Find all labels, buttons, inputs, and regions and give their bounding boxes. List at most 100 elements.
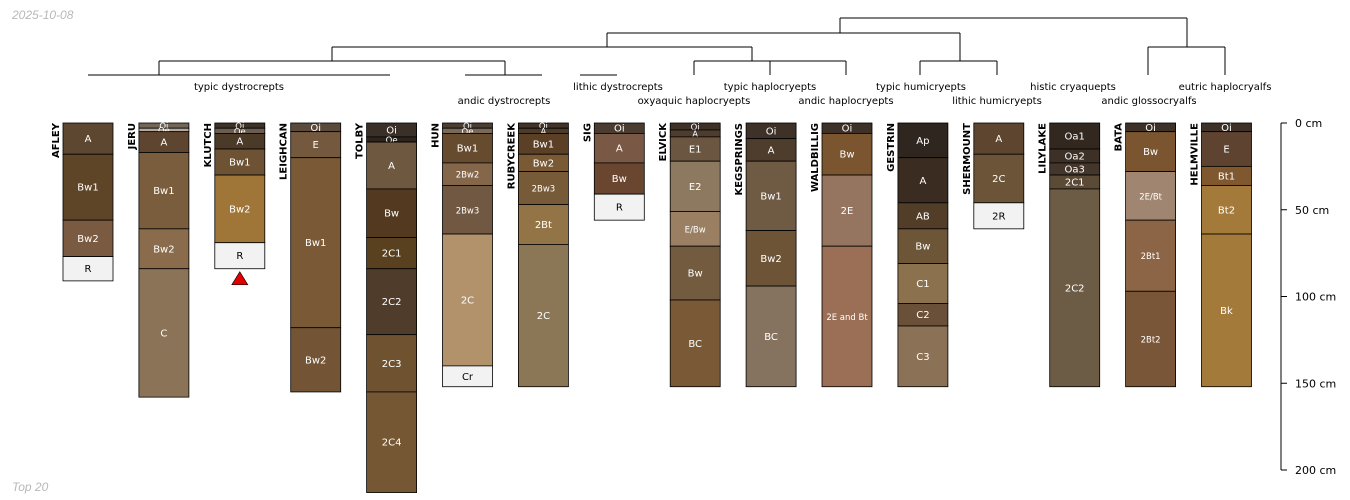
horizon: [897, 228, 949, 264]
horizon: [138, 228, 190, 270]
profile-name: SHERMOUNT: [962, 123, 973, 195]
horizon: [366, 141, 418, 190]
profile-helmville: HELMVILLE Oi E Bt1 Bt2 Bk: [1190, 122, 1252, 388]
profile-bata: BATA Oi Bw 2E/Bt 2Bt1 2Bt2: [1114, 122, 1176, 388]
horizon-label: Bw: [688, 269, 703, 280]
horizon: [669, 299, 721, 388]
horizon-label: 2R: [992, 211, 1005, 222]
horizon: [1201, 233, 1252, 388]
horizon-label: 2C: [992, 174, 1005, 185]
horizon: [1125, 290, 1176, 388]
profile-name: WALDBILLIG: [810, 123, 821, 192]
horizon-label: 2Bw2: [456, 171, 480, 181]
horizon: [366, 334, 418, 393]
group-label: typic humicryepts: [876, 82, 966, 93]
profile-name: LEIGHCAN: [279, 123, 290, 180]
horizon-label: Oa2: [1065, 151, 1085, 162]
horizon-label: E/Bw: [685, 225, 706, 235]
horizon-label: AB: [916, 211, 930, 222]
horizon: [973, 202, 1025, 230]
horizon-label: C: [160, 328, 167, 339]
soil-profiles: AFLEYABw1Bw2RJERUOiOeABw1Bw2CKLUTCHOiOeA…: [51, 122, 1252, 493]
horizon-label: Bw2: [760, 254, 781, 265]
profile-name: BATA: [1114, 123, 1125, 152]
horizon: [62, 219, 114, 257]
horizon-label: A: [388, 161, 395, 172]
warning-marker-icon: [231, 271, 249, 286]
horizon: [62, 122, 114, 155]
horizon: [1049, 188, 1101, 388]
horizon-label: A: [540, 127, 546, 137]
horizon-label: 2Bt1: [1141, 252, 1161, 262]
profile-elvick: ELVICK OiA E1 E2 E/Bw Bw BC: [658, 122, 721, 388]
horizon-label: 2C2: [1065, 283, 1085, 294]
depth-tick-label: 100 cm: [1295, 291, 1336, 304]
profile-afley: AFLEY A Bw1 Bw2 R: [51, 122, 114, 282]
horizon-label: E: [313, 140, 319, 151]
profile-name: LILYLAKE: [1038, 123, 1049, 174]
horizon: [821, 133, 873, 176]
group-label: andic dystrocrepts: [458, 96, 551, 107]
horizon: [593, 193, 645, 221]
horizon-label: BC: [764, 332, 778, 343]
horizon: [897, 263, 949, 304]
profile-waldbillig: WALDBILLIG Oi Bw 2E 2E and Bt: [810, 122, 873, 388]
horizon-label: R: [616, 203, 623, 214]
profile-name: SIG: [582, 123, 593, 142]
group-label: typic dystrocrepts: [194, 82, 284, 93]
profile-leighcan: LEIGHCAN Oi E Bw1 Bw2: [279, 122, 342, 393]
group-labels: typic dystrocrepts andic dystrocrepts lith…: [194, 82, 1271, 107]
group-label: oxyaquic haplocryepts: [638, 96, 751, 107]
horizon: [214, 174, 266, 244]
horizon: [366, 268, 418, 336]
horizon: [669, 211, 721, 247]
profile-name: JERU: [127, 123, 138, 150]
profile-name: HUN: [431, 123, 442, 148]
dendrogram: [88, 17, 1226, 76]
horizon-label: 2C: [537, 311, 550, 322]
horizon-label: Bw1: [457, 144, 478, 155]
horizon-label: Bw2: [229, 204, 250, 215]
horizon: [821, 245, 873, 388]
horizon-label: 2E: [841, 206, 854, 217]
horizon-label: 2E/Bt: [1139, 192, 1162, 202]
horizon: [442, 133, 493, 164]
horizon-label: Oi: [386, 125, 397, 136]
horizon-label: Oi: [310, 123, 321, 134]
horizon-label: 2C3: [382, 359, 402, 370]
horizon-label: Bw2: [305, 355, 326, 366]
horizon: [214, 242, 266, 270]
horizon-label: Oa1: [1065, 132, 1085, 143]
horizon-label: C1: [916, 279, 929, 290]
horizon-label: Bk: [1220, 306, 1233, 317]
footer-note: Top 20: [12, 480, 49, 494]
horizon-label: C2: [916, 310, 929, 321]
horizon-label: A: [919, 176, 926, 187]
horizon-label: 2C1: [1065, 177, 1085, 188]
horizon: [290, 327, 342, 393]
horizon-label: A: [692, 130, 698, 140]
horizon-label: Bw1: [153, 186, 174, 197]
horizon-label: Oi: [842, 124, 853, 135]
depth-tick-label: 200 cm: [1295, 464, 1336, 477]
profile-name: KLUTCH: [203, 123, 214, 167]
date-stamp: 2025-10-08: [12, 8, 74, 22]
horizon: [593, 162, 645, 195]
horizon: [138, 268, 190, 398]
profile-name: ELVICK: [658, 122, 669, 162]
group-label: eutric haplocryalfs: [1179, 82, 1272, 93]
depth-tick-label: 0 cm: [1295, 117, 1322, 130]
group-label: andic glossocryalfs: [1101, 96, 1196, 107]
horizon-label: Cr: [462, 372, 474, 383]
horizon-label: Oi: [539, 122, 548, 132]
horizon: [518, 244, 569, 388]
horizon-label: Oi: [614, 124, 625, 135]
horizon-label: Bw: [915, 242, 930, 253]
profile-shermount: SHERMOUNT A 2C 2R: [962, 122, 1025, 230]
horizon: [518, 171, 569, 205]
horizon-label: Bt1: [1218, 171, 1235, 182]
horizon: [1049, 122, 1101, 150]
